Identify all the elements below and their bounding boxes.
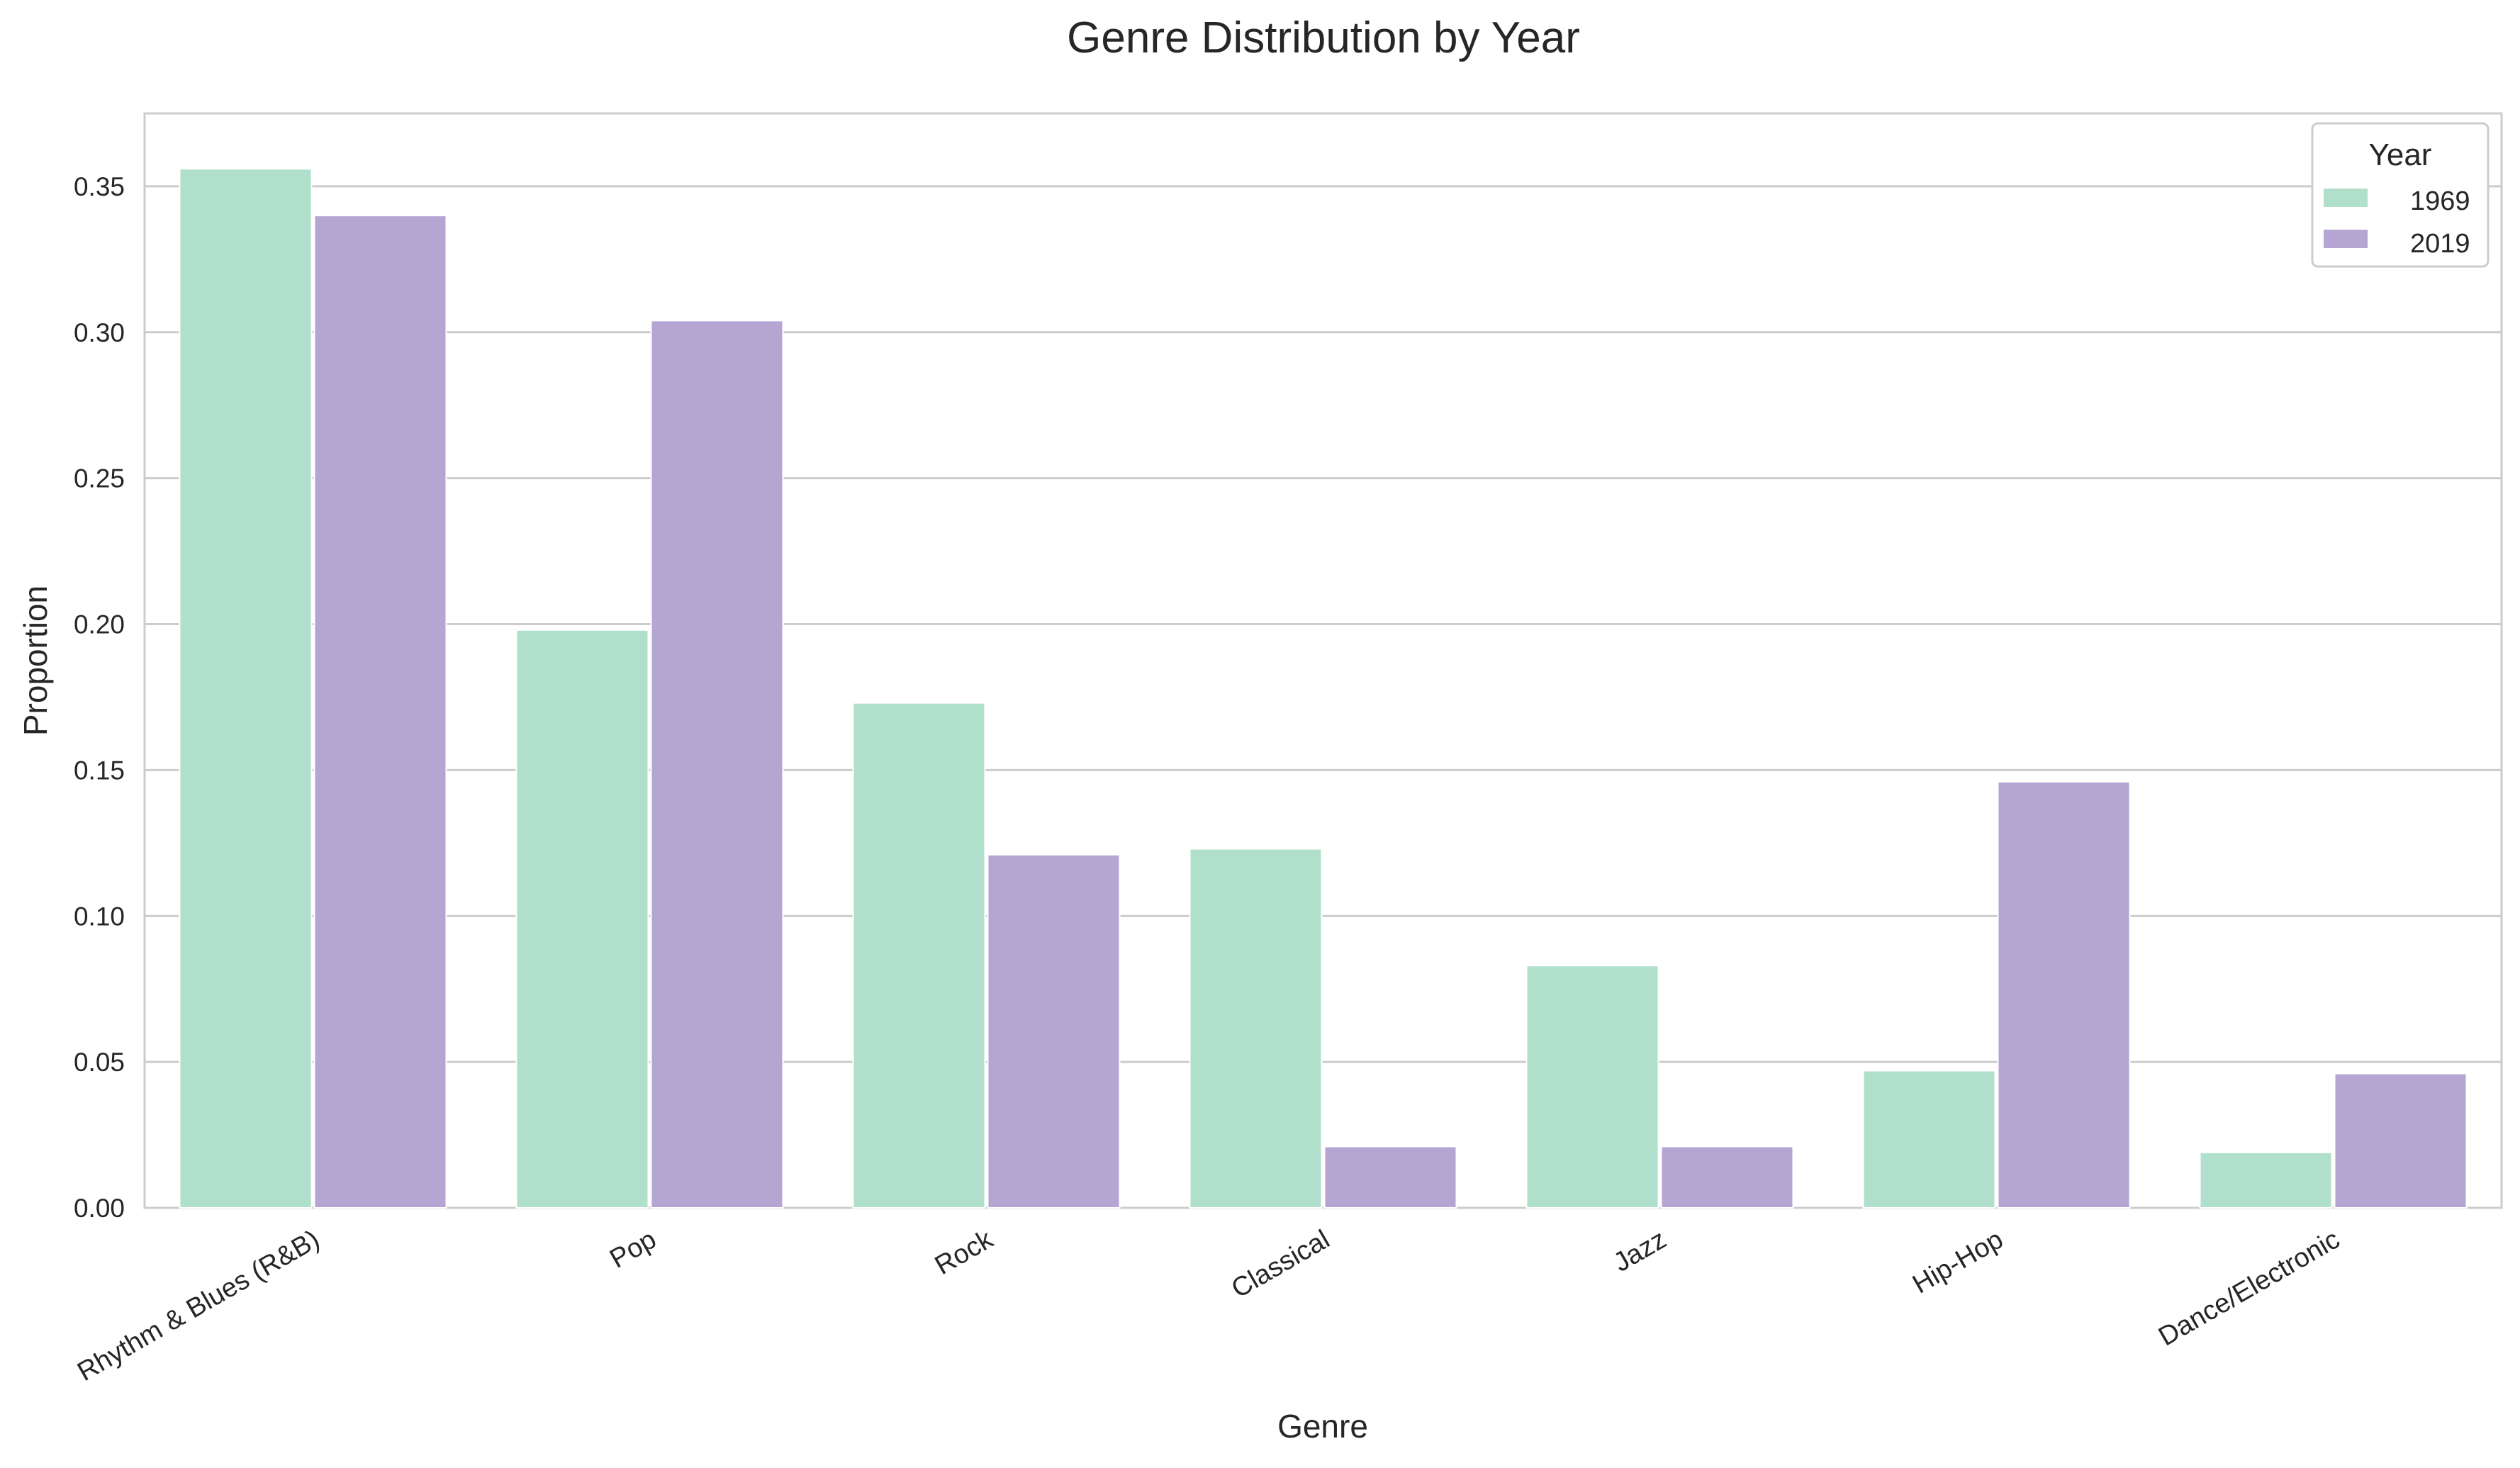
x-tick-5: Hip-Hop	[1908, 1224, 2008, 1299]
legend-label-2019: 2019	[2410, 229, 2470, 259]
bar-1969-2	[852, 702, 986, 1209]
y-tick-0.35: 0.35	[74, 172, 125, 201]
x-tick-4: Jazz	[1608, 1224, 1671, 1277]
bar-1969-3	[1189, 848, 1323, 1209]
x-tick-0: Rhythm & Blues (R&B)	[72, 1224, 325, 1387]
y-tick-labels: 0.00 0.05 0.10 0.15 0.20 0.25 0.30 0.35	[74, 172, 125, 1223]
bar-2019-3	[1323, 1145, 1457, 1209]
bar-1969-6	[2199, 1151, 2333, 1209]
bars-group	[179, 168, 2468, 1209]
y-tick-0.30: 0.30	[74, 318, 125, 347]
y-axis-label: Proportion	[17, 585, 54, 736]
chart-title: Genre Distribution by Year	[1067, 13, 1580, 62]
x-tick-2: Rock	[930, 1224, 999, 1281]
bar-1969-5	[1862, 1070, 1996, 1209]
x-axis-label: Genre	[1277, 1408, 1368, 1445]
x-tick-3: Classical	[1226, 1224, 1335, 1304]
legend-title: Year	[2369, 138, 2432, 172]
bar-2019-5	[1997, 780, 2131, 1209]
y-tick-0.05: 0.05	[74, 1048, 125, 1077]
legend: Year 1969 2019	[2311, 122, 2490, 268]
y-gridlines	[145, 185, 2502, 1209]
bar-1969-4	[1525, 965, 1659, 1209]
legend-swatch-1969	[2324, 189, 2368, 207]
y-tick-0.15: 0.15	[74, 756, 125, 785]
x-tick-labels: Rhythm & Blues (R&B) Pop Rock Classical Jazz…	[72, 1224, 2345, 1387]
plot-area-frame	[143, 112, 2503, 1209]
bar-2019-6	[2334, 1072, 2468, 1209]
bar-1969-1	[515, 629, 649, 1209]
bar-2019-2	[987, 853, 1121, 1209]
y-tick-0.20: 0.20	[74, 610, 125, 639]
bar-2019-1	[650, 320, 784, 1209]
x-tick-6: Dance/Electronic	[2154, 1224, 2345, 1352]
x-tick-1: Pop	[605, 1224, 661, 1274]
bar-2019-0	[313, 215, 447, 1209]
y-tick-0.00: 0.00	[74, 1194, 125, 1223]
bar-2019-4	[1660, 1145, 1794, 1209]
legend-label-1969: 1969	[2410, 186, 2470, 216]
legend-swatch-2019	[2324, 230, 2368, 248]
y-tick-0.25: 0.25	[74, 464, 125, 493]
bar-1969-0	[179, 168, 313, 1209]
y-tick-0.10: 0.10	[74, 902, 125, 931]
